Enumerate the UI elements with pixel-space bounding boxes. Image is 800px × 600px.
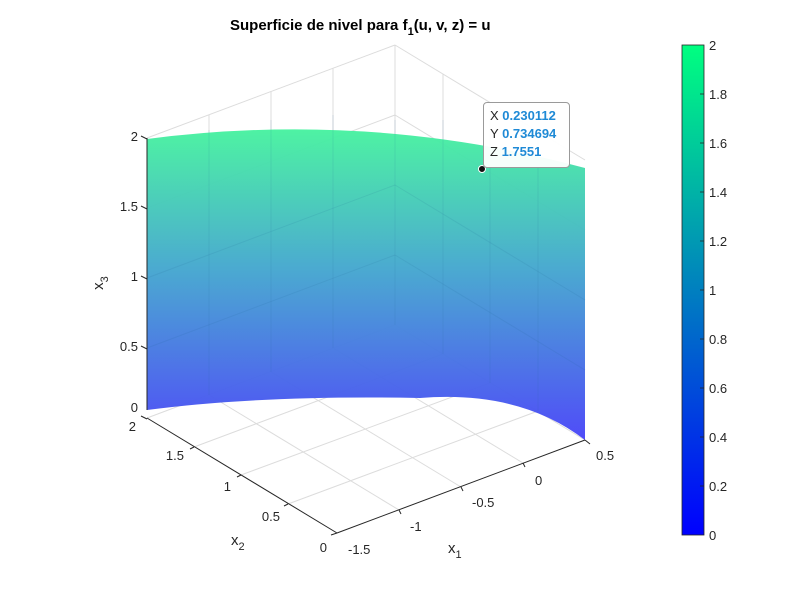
svg-text:2: 2	[129, 419, 136, 434]
colorbar-ticks	[700, 93, 704, 487]
svg-text:0.5: 0.5	[120, 339, 138, 354]
svg-text:0.5: 0.5	[596, 448, 614, 463]
svg-text:1.6: 1.6	[709, 136, 727, 151]
datatip-y-value: 0.734694	[502, 126, 557, 141]
datatip-x-value: 0.230112	[502, 108, 556, 123]
datatip-y-label: Y	[490, 126, 499, 141]
svg-text:0.8: 0.8	[709, 332, 727, 347]
colorbar-tick-labels: 2 1.8 1.6 1.4 1.2 1 0.8 0.6 0.4 0.2 0	[709, 38, 727, 543]
svg-text:0.2: 0.2	[709, 479, 727, 494]
svg-text:0.5: 0.5	[262, 509, 280, 524]
datatip-z-label: Z	[490, 144, 498, 159]
y-axis-label: x2	[231, 532, 245, 553]
svg-text:1.5: 1.5	[166, 448, 184, 463]
svg-text:-0.5: -0.5	[472, 495, 494, 510]
y-tick-labels: 2 1.5 1 0.5 0	[129, 419, 327, 555]
z-axis-label: x3	[90, 276, 111, 290]
surface-grid-overlay	[146, 115, 586, 411]
svg-text:1.4: 1.4	[709, 185, 727, 200]
x-axis-label: x1	[448, 540, 462, 561]
svg-text:1: 1	[224, 479, 231, 494]
svg-text:0: 0	[709, 528, 716, 543]
svg-text:0: 0	[535, 473, 542, 488]
svg-text:2: 2	[131, 129, 138, 144]
datatip-y-row: Y 0.734694	[490, 125, 569, 143]
svg-text:0: 0	[131, 400, 138, 415]
chart-title: Superficie de nivel para f1(u, v, z) = u	[230, 17, 491, 38]
axes-lines	[140, 135, 591, 536]
svg-text:1: 1	[709, 283, 716, 298]
level-surface[interactable]	[147, 129, 585, 441]
x-tick-labels: -1.5 -1 -0.5 0 0.5	[348, 448, 614, 557]
svg-text:0: 0	[320, 540, 327, 555]
datatip[interactable]: X 0.230112 Y 0.734694 Z 1.7551	[483, 102, 570, 168]
svg-text:1.5: 1.5	[120, 199, 138, 214]
datatip-z-row: Z 1.7551	[490, 143, 569, 161]
svg-text:2: 2	[709, 38, 716, 53]
svg-text:1.2: 1.2	[709, 234, 727, 249]
datatip-x-label: X	[490, 108, 499, 123]
svg-text:0.6: 0.6	[709, 381, 727, 396]
z-tick-labels: 2 1.5 1 0.5 0	[120, 129, 138, 415]
svg-text:1: 1	[131, 269, 138, 284]
svg-text:0.4: 0.4	[709, 430, 727, 445]
datatip-x-row: X 0.230112	[490, 107, 569, 125]
svg-text:-1.5: -1.5	[348, 542, 370, 557]
svg-text:1.8: 1.8	[709, 87, 727, 102]
svg-text:-1: -1	[410, 519, 422, 534]
datatip-z-value: 1.7551	[501, 144, 542, 159]
